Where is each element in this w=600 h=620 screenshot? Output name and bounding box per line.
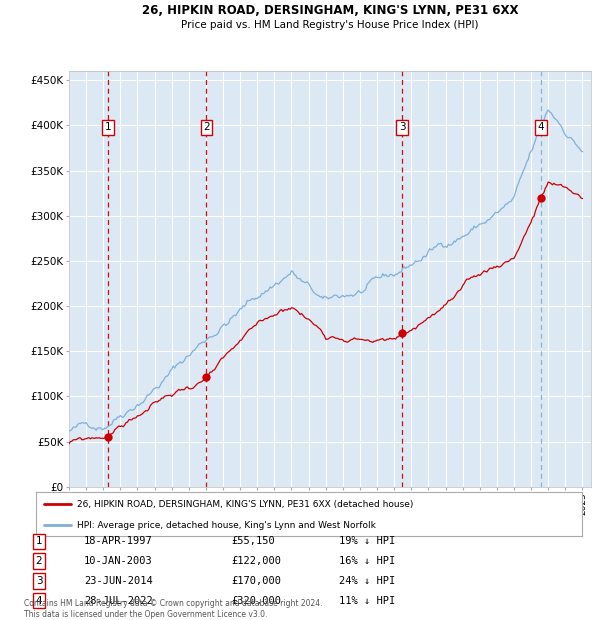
Text: 3: 3 — [35, 576, 43, 586]
Text: 10-JAN-2003: 10-JAN-2003 — [84, 556, 153, 566]
Text: Price paid vs. HM Land Registry's House Price Index (HPI): Price paid vs. HM Land Registry's House … — [181, 20, 479, 30]
Text: 1: 1 — [35, 536, 43, 546]
Text: £320,000: £320,000 — [231, 596, 281, 606]
Text: 18-APR-1997: 18-APR-1997 — [84, 536, 153, 546]
Text: 3: 3 — [399, 122, 406, 133]
Text: 19% ↓ HPI: 19% ↓ HPI — [339, 536, 395, 546]
Text: 24% ↓ HPI: 24% ↓ HPI — [339, 576, 395, 586]
Text: 28-JUL-2022: 28-JUL-2022 — [84, 596, 153, 606]
Text: 26, HIPKIN ROAD, DERSINGHAM, KING'S LYNN, PE31 6XX: 26, HIPKIN ROAD, DERSINGHAM, KING'S LYNN… — [142, 4, 518, 17]
Text: £122,000: £122,000 — [231, 556, 281, 566]
Text: 2: 2 — [35, 556, 43, 566]
Text: £55,150: £55,150 — [231, 536, 275, 546]
Text: 1: 1 — [105, 122, 112, 133]
Text: HPI: Average price, detached house, King's Lynn and West Norfolk: HPI: Average price, detached house, King… — [77, 521, 376, 529]
Text: 4: 4 — [35, 596, 43, 606]
Text: 4: 4 — [538, 122, 544, 133]
Text: 26, HIPKIN ROAD, DERSINGHAM, KING'S LYNN, PE31 6XX (detached house): 26, HIPKIN ROAD, DERSINGHAM, KING'S LYNN… — [77, 500, 413, 508]
Text: 23-JUN-2014: 23-JUN-2014 — [84, 576, 153, 586]
Text: 16% ↓ HPI: 16% ↓ HPI — [339, 556, 395, 566]
Text: 11% ↓ HPI: 11% ↓ HPI — [339, 596, 395, 606]
Text: Contains HM Land Registry data © Crown copyright and database right 2024.
This d: Contains HM Land Registry data © Crown c… — [24, 600, 323, 619]
Text: 2: 2 — [203, 122, 210, 133]
Text: £170,000: £170,000 — [231, 576, 281, 586]
